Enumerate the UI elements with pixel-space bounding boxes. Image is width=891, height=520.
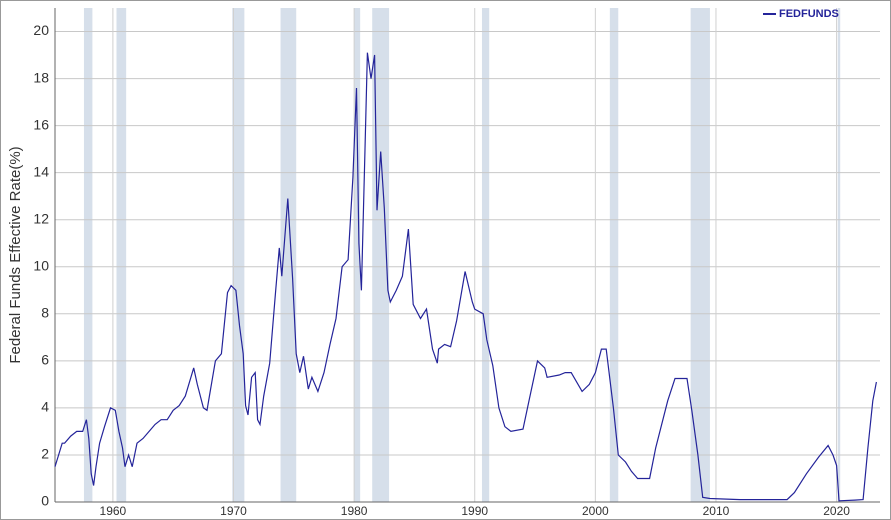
recession-band [690, 8, 710, 502]
recession-band [116, 8, 127, 502]
line [54, 52, 877, 502]
y-axis-label: Federal Funds Effective Rate(%) [7, 146, 24, 363]
y-tick-label: 12 [33, 210, 49, 226]
recession-band [609, 8, 619, 502]
y-tick-label: 2 [41, 446, 49, 462]
x-tick-label: 1960 [100, 504, 127, 518]
y-tick-label: 18 [33, 69, 49, 85]
x-tick-label: 2020 [823, 504, 850, 518]
recession-band [280, 8, 297, 502]
recession-band [837, 8, 841, 502]
recession-band [481, 8, 490, 502]
y-tick-label: 20 [33, 22, 49, 38]
recession-band [372, 8, 390, 502]
y-tick-label: 0 [41, 493, 49, 509]
recession-band [232, 8, 245, 502]
x-tick-label: 1970 [220, 504, 247, 518]
legend-label: FEDFUNDS [779, 8, 839, 20]
y-tick-label: 16 [33, 116, 49, 132]
recession-band [354, 8, 361, 502]
recession-band [83, 8, 93, 502]
y-tick-label: 10 [33, 257, 49, 273]
y-tick-label: 8 [41, 305, 49, 321]
y-tick-label: 4 [41, 399, 49, 415]
y-tick-label: 14 [33, 163, 49, 179]
x-tick-label: 1980 [341, 504, 368, 518]
x-tick-label: 2000 [582, 504, 609, 518]
x-tick-label: 1990 [461, 504, 488, 518]
x-tick-label: 2010 [703, 504, 730, 518]
y-tick-label: 6 [41, 352, 49, 368]
